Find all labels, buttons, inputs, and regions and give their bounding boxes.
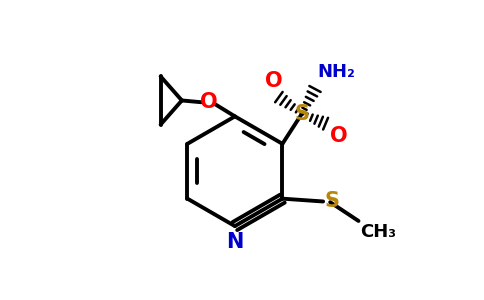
Text: O: O bbox=[199, 92, 217, 112]
Text: S: S bbox=[294, 104, 309, 124]
Text: S: S bbox=[324, 191, 339, 212]
Text: CH₃: CH₃ bbox=[360, 223, 396, 241]
Text: O: O bbox=[330, 126, 348, 146]
Text: O: O bbox=[265, 71, 282, 92]
Text: N: N bbox=[226, 232, 243, 252]
Text: NH₂: NH₂ bbox=[318, 63, 356, 81]
